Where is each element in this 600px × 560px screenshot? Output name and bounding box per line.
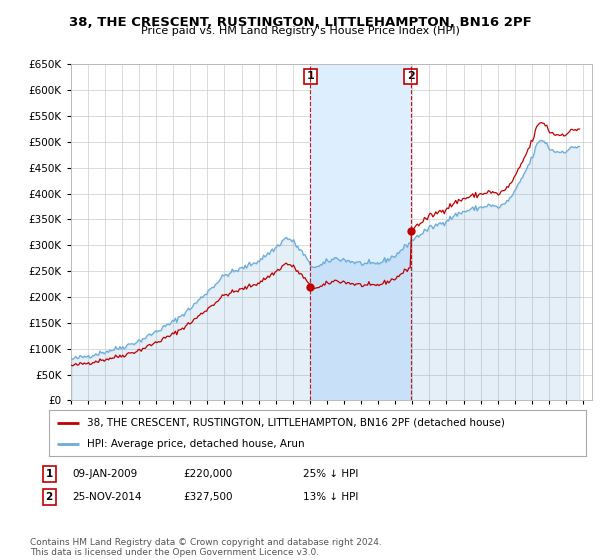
Text: 09-JAN-2009: 09-JAN-2009 [72, 469, 137, 479]
Text: £327,500: £327,500 [183, 492, 233, 502]
Text: 2: 2 [46, 492, 53, 502]
Text: 38, THE CRESCENT, RUSTINGTON, LITTLEHAMPTON, BN16 2PF: 38, THE CRESCENT, RUSTINGTON, LITTLEHAMP… [68, 16, 532, 29]
Text: 13% ↓ HPI: 13% ↓ HPI [303, 492, 358, 502]
Text: 25-NOV-2014: 25-NOV-2014 [72, 492, 142, 502]
Bar [310, 64, 410, 400]
Text: Price paid vs. HM Land Registry's House Price Index (HPI): Price paid vs. HM Land Registry's House … [140, 26, 460, 36]
Text: 25% ↓ HPI: 25% ↓ HPI [303, 469, 358, 479]
Text: 2: 2 [407, 71, 415, 81]
Text: Contains HM Land Registry data © Crown copyright and database right 2024.
This d: Contains HM Land Registry data © Crown c… [30, 538, 382, 557]
Text: 1: 1 [307, 71, 314, 81]
Text: 1: 1 [46, 469, 53, 479]
Text: £220,000: £220,000 [183, 469, 232, 479]
Text: 38, THE CRESCENT, RUSTINGTON, LITTLEHAMPTON, BN16 2PF (detached house): 38, THE CRESCENT, RUSTINGTON, LITTLEHAMP… [87, 418, 505, 428]
Text: HPI: Average price, detached house, Arun: HPI: Average price, detached house, Arun [87, 439, 304, 449]
